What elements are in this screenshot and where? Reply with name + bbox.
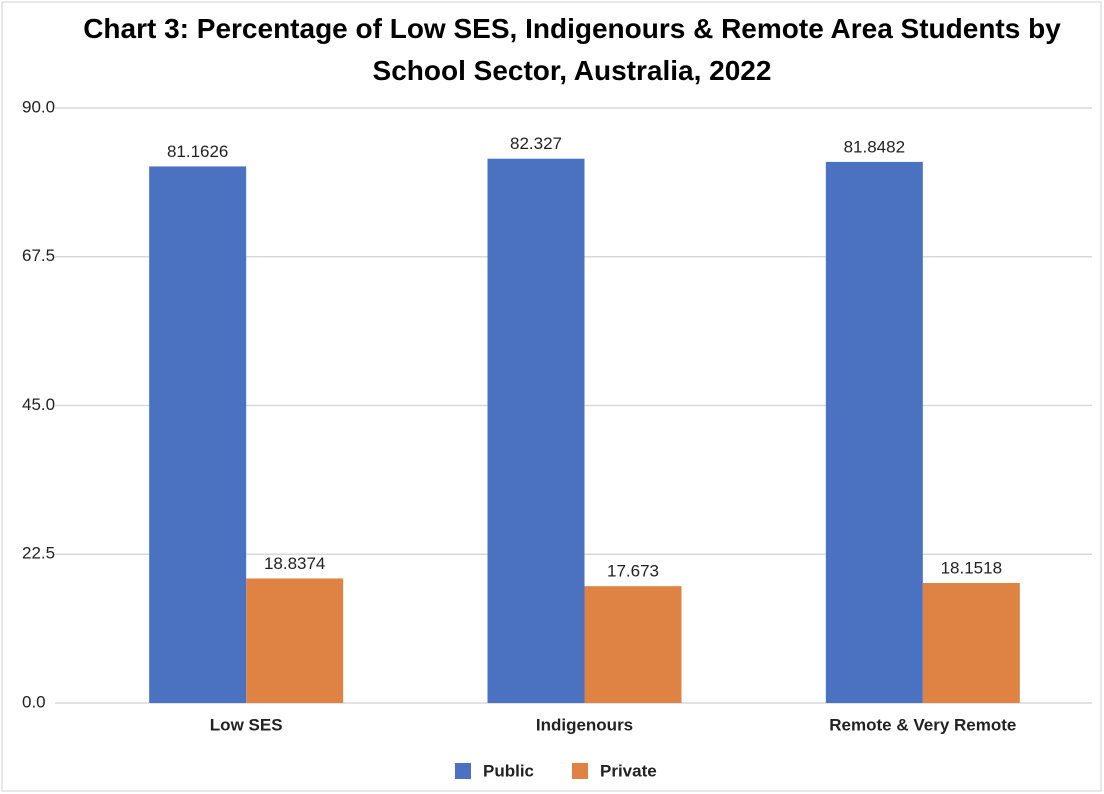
legend-swatch xyxy=(455,763,471,779)
bar xyxy=(246,578,344,703)
x-tick-label: Remote & Very Remote xyxy=(829,715,1016,734)
legend-swatch xyxy=(572,763,588,779)
bar xyxy=(584,586,682,703)
chart-title: Chart 3: Percentage of Low SES, Indigeno… xyxy=(83,13,1061,86)
y-tick-label: 45.0 xyxy=(22,395,55,414)
x-tick-label: Indigenours xyxy=(536,715,633,734)
data-label: 17.673 xyxy=(607,562,659,581)
y-tick-label: 0.0 xyxy=(22,692,46,711)
bar xyxy=(825,161,923,703)
y-tick-label: 90.0 xyxy=(22,97,55,116)
data-label: 81.8482 xyxy=(844,137,905,156)
y-tick-label: 67.5 xyxy=(22,246,55,265)
data-label: 81.1626 xyxy=(167,142,228,161)
bar xyxy=(922,582,1020,703)
data-label: 18.8374 xyxy=(264,554,325,573)
y-tick-label: 22.5 xyxy=(22,544,55,563)
legend-label: Public xyxy=(483,761,534,780)
bar xyxy=(487,158,585,703)
data-label: 82.327 xyxy=(510,134,562,153)
bar xyxy=(149,166,247,703)
legend-label: Private xyxy=(600,761,657,780)
data-label: 18.1518 xyxy=(941,558,1002,577)
x-tick-label: Low SES xyxy=(210,715,283,734)
